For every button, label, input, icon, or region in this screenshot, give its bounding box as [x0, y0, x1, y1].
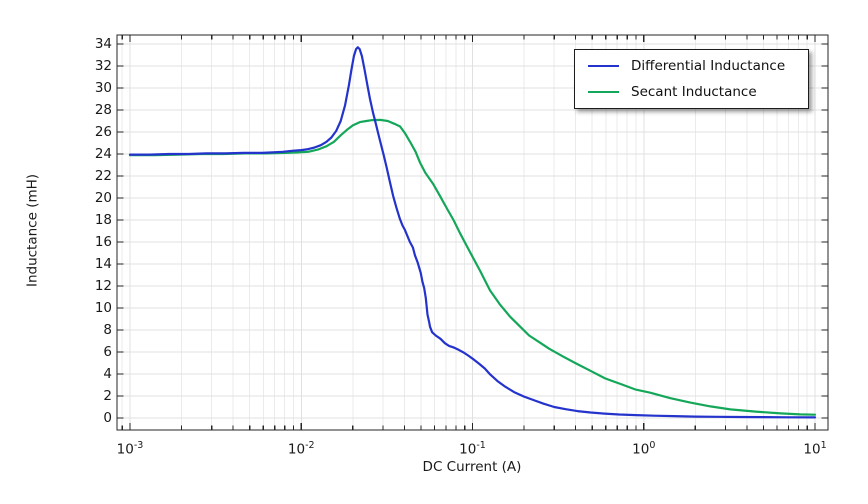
y-tick-label: 12	[94, 278, 112, 294]
y-tick-label: 4	[103, 366, 112, 382]
legend-item-differential-inductance: Differential Inductance	[588, 55, 808, 78]
y-tick-label: 22	[94, 168, 112, 184]
y-tick-label: 18	[94, 212, 112, 228]
x-tick-label: 10-2	[287, 440, 315, 458]
legend-line-differential-inductance	[588, 64, 619, 68]
y-tick-label: 20	[94, 190, 112, 206]
y-tick-label: 28	[94, 102, 112, 118]
y-tick-label: 6	[103, 344, 112, 360]
y-tick-label: 14	[94, 256, 112, 272]
legend-label-secant-inductance: Secant Inductance	[631, 84, 757, 100]
y-tick-label: 34	[94, 36, 112, 52]
y-tick-label: 2	[103, 388, 112, 404]
y-tick-label: 8	[103, 322, 112, 338]
legend-item-secant-inductance: Secant Inductance	[588, 81, 808, 104]
y-tick-label: 16	[94, 234, 112, 250]
x-tick-label: 10-1	[459, 440, 486, 458]
x-axis-title: DC Current (A)	[422, 459, 522, 475]
legend: Differential Inductance Secant Inductanc…	[574, 49, 809, 109]
x-tick-label: 100	[632, 440, 656, 458]
x-tick-label: 101	[803, 440, 827, 458]
y-tick-label: 30	[94, 80, 112, 96]
y-tick-label: 32	[94, 58, 112, 74]
y-axis-title: Inductance (mH)	[24, 173, 41, 288]
x-tick-label: 10-3	[116, 440, 144, 458]
y-tick-label: 0	[103, 410, 112, 426]
y-tick-label: 26	[94, 124, 112, 140]
legend-line-secant-inductance	[588, 90, 619, 94]
y-tick-label: 10	[94, 300, 112, 316]
legend-label-differential-inductance: Differential Inductance	[631, 58, 786, 74]
y-tick-label: 24	[94, 146, 112, 162]
